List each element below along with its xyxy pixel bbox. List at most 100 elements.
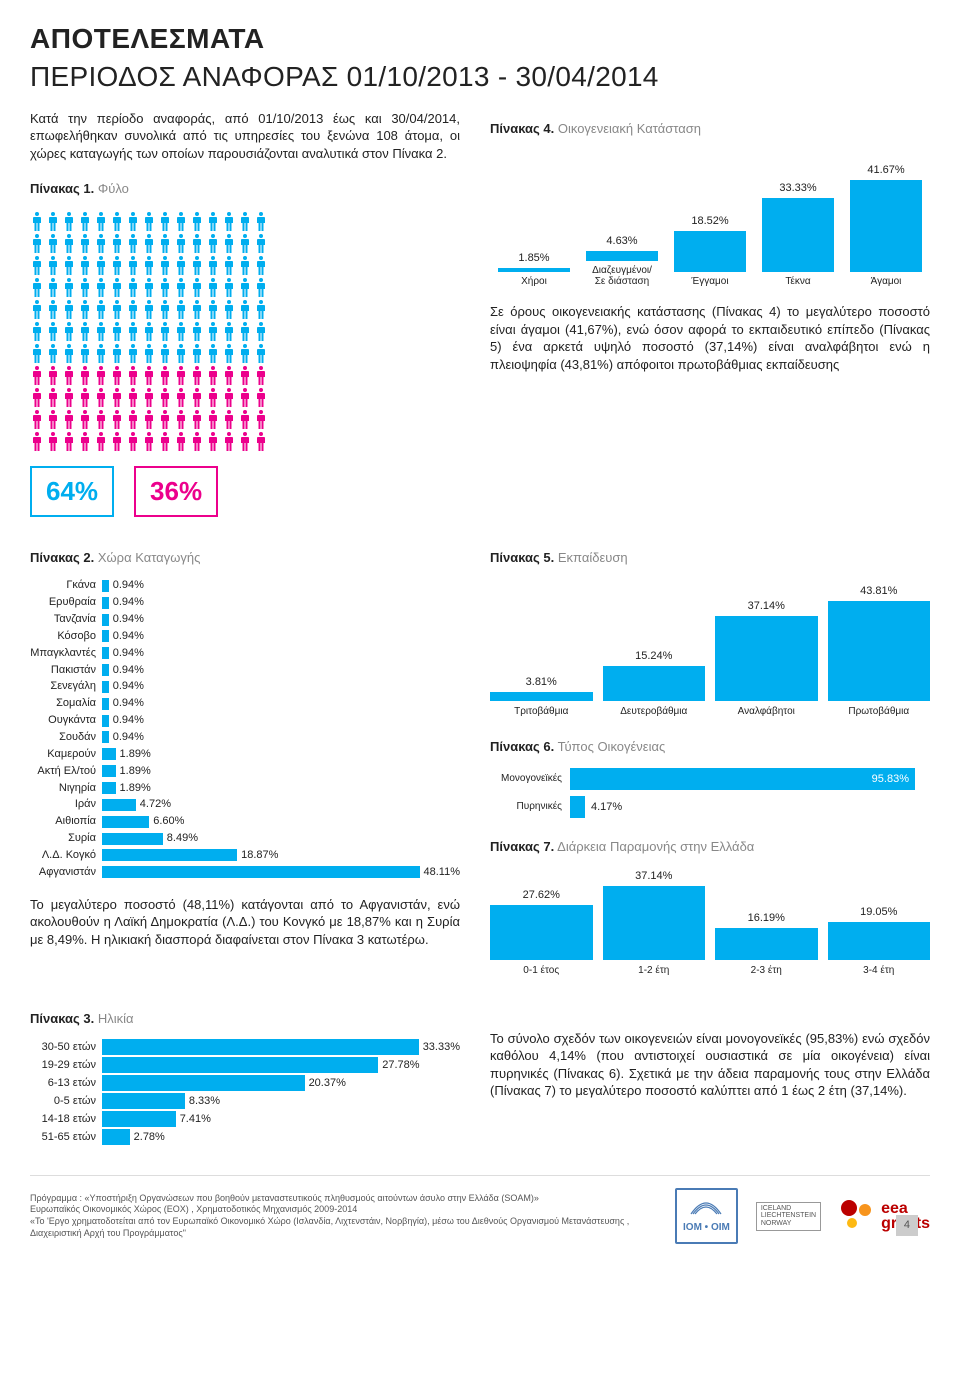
chart2-country-origin: Γκάνα 0.94% Ερυθραία 0.94% Τανζανία 0.94… (30, 578, 460, 879)
male-pct: 64% (30, 466, 114, 517)
person-icon (158, 276, 172, 298)
person-icon (94, 408, 108, 430)
person-icon (174, 232, 188, 254)
person-icon (206, 254, 220, 276)
hbar-row: Σομαλία 0.94% (30, 696, 460, 711)
person-icon (222, 276, 236, 298)
person-icon (30, 430, 44, 452)
person-icon (94, 430, 108, 452)
hbar-row: 19-29 ετών 27.78% (30, 1057, 460, 1073)
intro-paragraph: Κατά την περίοδο αναφοράς, από 01/10/201… (30, 110, 460, 163)
person-icon (142, 298, 156, 320)
hbar-row: Νιγηρία 1.89% (30, 781, 460, 796)
paragraph-b: Το μεγαλύτερο ποσοστό (48,11%) κατάγοντα… (30, 896, 460, 949)
person-icon (94, 254, 108, 276)
person-icon (158, 430, 172, 452)
vbar: 15.24% Δευτεροβάθμια (603, 649, 706, 718)
person-icon (238, 342, 252, 364)
person-icon (174, 210, 188, 232)
chart4-bar: 41.67% Άγαμοι (842, 163, 930, 287)
hbar-row: Μπαγκλαντές 0.94% (30, 646, 460, 661)
person-icon (254, 210, 268, 232)
chart4-marital-status: 1.85% Χήροι 4.63% Διαζευγμένοι/Σε διάστα… (490, 157, 930, 287)
title-main: ΑΠΟΤΕΛΕΣΜΑΤΑ (30, 20, 930, 58)
person-icon (222, 386, 236, 408)
person-icon (46, 210, 60, 232)
hbar-row: Καμερούν 1.89% (30, 747, 460, 762)
person-icon (126, 232, 140, 254)
person-icon (110, 298, 124, 320)
person-icon (238, 430, 252, 452)
chart6-family-type: Μονογονεϊκές 95.83% Πυρηνικές 4.17% (490, 768, 930, 818)
person-icon (46, 276, 60, 298)
person-icon (190, 342, 204, 364)
section-3-title: Πίνακας 3. Ηλικία (30, 1010, 460, 1028)
footer-logos: IOM • OIM ICELAND LIECHTENSTEIN NORWAY e… (675, 1188, 930, 1244)
person-icon (126, 298, 140, 320)
person-icon (238, 320, 252, 342)
person-icon (62, 254, 76, 276)
section-1-title: Πίνακας 1. Φύλο (30, 180, 460, 198)
person-icon (174, 342, 188, 364)
section-6-title: Πίνακας 6. Τύπος Οικογένειας (490, 738, 930, 756)
person-icon (110, 386, 124, 408)
person-icon (254, 408, 268, 430)
person-icon (190, 386, 204, 408)
person-icon (206, 408, 220, 430)
person-icon (254, 276, 268, 298)
vbar: 37.14% Αναλφάβητοι (715, 599, 818, 718)
person-icon (222, 254, 236, 276)
person-icon (62, 232, 76, 254)
hbar-row: Λ.Δ. Κογκό 18.87% (30, 848, 460, 863)
gender-percentages: 64% 36% (30, 466, 460, 517)
hbar-row: Αφγανιστάν 48.11% (30, 865, 460, 880)
hbar-row: Σενεγάλη 0.94% (30, 679, 460, 694)
person-icon (238, 276, 252, 298)
hbar-row: 51-65 ετών 2.78% (30, 1129, 460, 1145)
chart7-stay-duration: 27.62% 0-1 έτος 37.14% 1-2 έτη 16.19% 2-… (490, 868, 930, 978)
person-icon (158, 210, 172, 232)
person-icon (110, 430, 124, 452)
person-icon (30, 232, 44, 254)
person-icon (126, 254, 140, 276)
person-icon (94, 298, 108, 320)
person-icon (126, 342, 140, 364)
person-icon (78, 210, 92, 232)
person-icon (46, 364, 60, 386)
person-icon (206, 276, 220, 298)
person-icon (190, 210, 204, 232)
person-icon (78, 232, 92, 254)
person-icon (222, 298, 236, 320)
person-icon (78, 342, 92, 364)
hbar-row: Ιράν 4.72% (30, 797, 460, 812)
hbar-row: Συρία 8.49% (30, 831, 460, 846)
person-icon (222, 320, 236, 342)
person-icon (254, 254, 268, 276)
hbar-row: 6-13 ετών 20.37% (30, 1075, 460, 1091)
person-icon (62, 430, 76, 452)
person-icon (190, 364, 204, 386)
chart4-bar: 33.33% Τέκνα (754, 181, 842, 287)
person-icon (254, 386, 268, 408)
person-icon (174, 386, 188, 408)
chart3-age: 30-50 ετών 33.33% 19-29 ετών 27.78% 6-13… (30, 1039, 460, 1145)
person-icon (190, 276, 204, 298)
vbar: 16.19% 2-3 έτη (715, 911, 818, 978)
person-icon (238, 386, 252, 408)
person-icon (94, 342, 108, 364)
person-icon (94, 276, 108, 298)
person-icon (206, 210, 220, 232)
person-icon (238, 408, 252, 430)
person-icon (126, 276, 140, 298)
hbar-row: Ακτή Ελ/τού 1.89% (30, 764, 460, 779)
person-icon (46, 386, 60, 408)
person-icon (78, 298, 92, 320)
person-icon (46, 254, 60, 276)
person-icon (62, 364, 76, 386)
person-icon (158, 320, 172, 342)
person-icon (158, 232, 172, 254)
person-icon (46, 408, 60, 430)
person-icon (206, 386, 220, 408)
person-icon (190, 320, 204, 342)
person-icon (142, 342, 156, 364)
